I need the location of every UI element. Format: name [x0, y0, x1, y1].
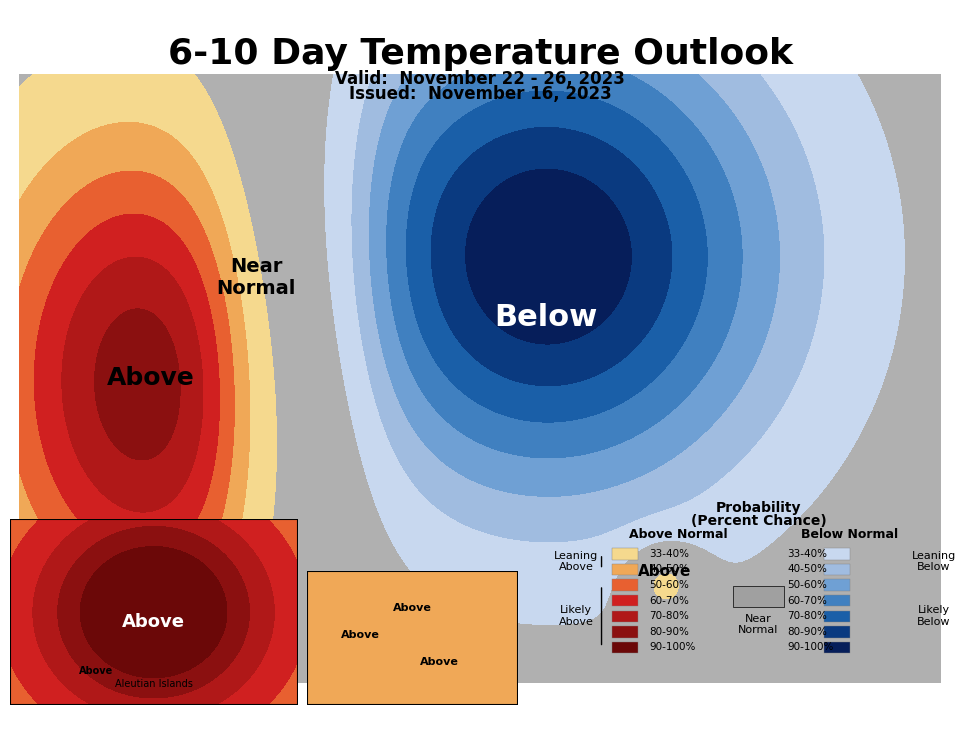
Text: Above: Above: [107, 367, 195, 390]
Text: 90-100%: 90-100%: [787, 643, 834, 652]
Bar: [824, 580, 850, 591]
Text: NOAA: NOAA: [840, 37, 888, 52]
Text: Likely
Above: Likely Above: [559, 605, 593, 627]
Text: Below: Below: [494, 303, 597, 332]
Text: 90-100%: 90-100%: [649, 643, 695, 652]
Text: 60-70%: 60-70%: [787, 596, 828, 605]
Text: Probability: Probability: [715, 502, 802, 516]
Text: Above: Above: [420, 657, 459, 667]
Text: Above Normal: Above Normal: [629, 528, 728, 542]
Bar: [824, 595, 850, 606]
Text: Leaning
Above: Leaning Above: [554, 551, 598, 573]
Bar: [307, 571, 518, 705]
Bar: [612, 548, 638, 559]
Bar: [824, 626, 850, 637]
Bar: [612, 564, 638, 575]
Text: (Percent Chance): (Percent Chance): [690, 514, 827, 528]
Text: 50-60%: 50-60%: [649, 580, 689, 590]
Bar: [612, 626, 638, 637]
Bar: [612, 580, 638, 591]
Text: 80-90%: 80-90%: [649, 627, 689, 637]
Text: Issued:  November 16, 2023: Issued: November 16, 2023: [348, 85, 612, 103]
Bar: [824, 548, 850, 559]
Text: Near
Normal: Near Normal: [217, 257, 296, 298]
Text: Likely
Below: Likely Below: [917, 605, 950, 627]
Text: 33-40%: 33-40%: [787, 549, 828, 559]
Text: Aleutian Islands: Aleutian Islands: [114, 679, 193, 689]
Text: Near
Normal: Near Normal: [738, 614, 779, 635]
Bar: [824, 642, 850, 653]
Text: 70-80%: 70-80%: [787, 611, 828, 621]
Text: Above: Above: [341, 630, 379, 640]
Text: Below Normal: Below Normal: [801, 528, 899, 542]
Bar: [732, 586, 784, 607]
Text: Valid:  November 22 - 26, 2023: Valid: November 22 - 26, 2023: [335, 70, 625, 88]
Text: 70-80%: 70-80%: [649, 611, 689, 621]
Text: 6-10 Day Temperature Outlook: 6-10 Day Temperature Outlook: [167, 37, 793, 71]
Text: 40-50%: 40-50%: [787, 565, 828, 574]
Text: Leaning
Below: Leaning Below: [911, 551, 955, 573]
Text: 33-40%: 33-40%: [649, 549, 689, 559]
Bar: [612, 595, 638, 606]
Bar: [10, 519, 298, 705]
Bar: [824, 611, 850, 622]
Text: Above: Above: [394, 603, 432, 614]
Bar: [824, 564, 850, 575]
Text: Above: Above: [637, 564, 691, 579]
Text: 60-70%: 60-70%: [649, 596, 689, 605]
Bar: [612, 611, 638, 622]
Text: 50-60%: 50-60%: [787, 580, 828, 590]
Text: Above: Above: [79, 666, 113, 676]
Text: 40-50%: 40-50%: [649, 565, 689, 574]
Polygon shape: [19, 74, 941, 683]
Text: Above: Above: [122, 614, 185, 631]
Text: 80-90%: 80-90%: [787, 627, 828, 637]
Bar: [612, 642, 638, 653]
